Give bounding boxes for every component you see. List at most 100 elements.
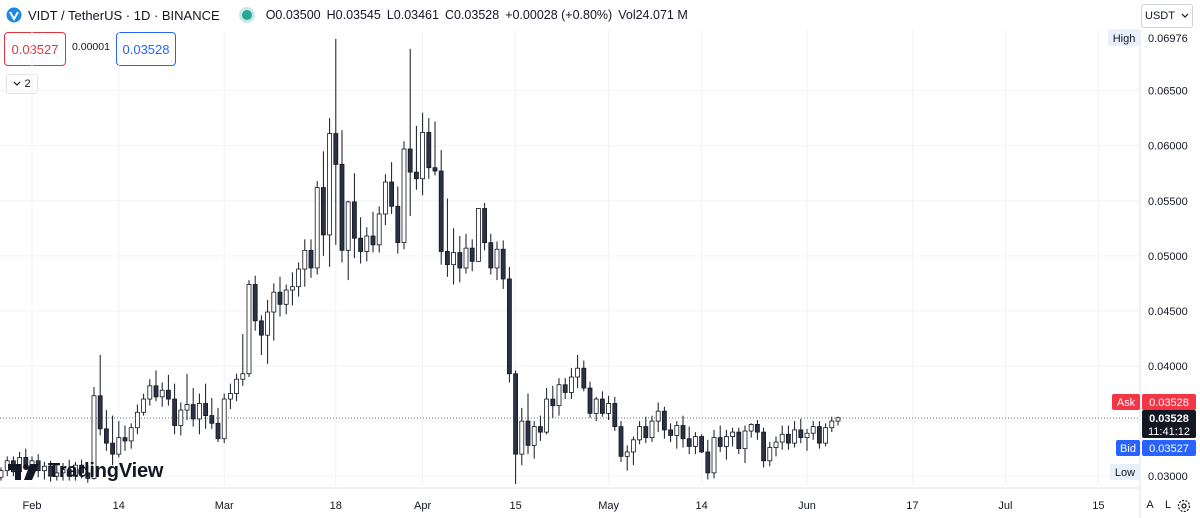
candle-body [60, 469, 66, 474]
price-tick-label: 0.05000 [1148, 251, 1188, 263]
ask-label: Ask [1117, 397, 1136, 409]
candle [798, 418, 804, 444]
price-tick-label: 0.04000 [1148, 361, 1188, 373]
log-scale-button[interactable]: L [1164, 499, 1172, 511]
candle-body [612, 403, 618, 428]
candle-body [662, 410, 667, 431]
candle [153, 370, 159, 402]
candle-body [513, 373, 518, 455]
currency-select[interactable]: USDT [1141, 4, 1193, 28]
candle [587, 381, 593, 418]
indicators-collapse-button[interactable]: 2 [6, 74, 38, 94]
candle-body [110, 442, 115, 455]
candle [432, 121, 438, 176]
candle-body [506, 278, 512, 375]
symbol-title[interactable]: VIDT / TetherUS · 1D · BINANCE [28, 7, 220, 23]
candle [742, 425, 748, 463]
auto-scale-button[interactable]: A [1146, 499, 1154, 511]
candle [116, 421, 122, 458]
candle-body [482, 208, 488, 244]
candle-body [686, 438, 692, 447]
candle-body [339, 164, 345, 251]
ask-price: 0.03528 [1149, 397, 1189, 409]
candle [513, 370, 518, 484]
candle-body [730, 431, 735, 437]
candle-body [246, 284, 252, 375]
candle [680, 415, 686, 448]
candle [252, 275, 258, 331]
candle [538, 415, 543, 441]
candle-body [345, 201, 351, 251]
bid-label: Bid [1120, 443, 1136, 455]
candle [531, 421, 537, 459]
bid-price-bg [1142, 440, 1196, 457]
tradingview-logo[interactable]: TradingView [8, 460, 163, 483]
candle-body [302, 249, 308, 270]
candle [97, 355, 103, 436]
candle-body [314, 187, 320, 269]
candle [575, 355, 580, 389]
candle-body [141, 398, 147, 413]
candle-body [786, 433, 791, 444]
candle-body [519, 420, 525, 455]
candle-body [593, 398, 599, 414]
candle [320, 151, 326, 256]
candle-body [643, 426, 649, 439]
time-tick-label: 14 [695, 500, 707, 512]
candle [444, 198, 450, 277]
candle [773, 436, 779, 457]
grid-lines [0, 30, 1141, 518]
candle-body [525, 420, 531, 446]
buy-button[interactable]: 0.03528 [116, 32, 176, 66]
candle [500, 240, 506, 289]
price-tick-label: 0.06500 [1148, 86, 1188, 98]
candle [817, 421, 822, 449]
candle [128, 423, 134, 449]
candle [413, 125, 419, 190]
chevron-down-icon [1181, 13, 1189, 18]
candle-body [376, 213, 382, 246]
gear-icon[interactable] [1176, 498, 1192, 514]
candle-body [48, 465, 53, 477]
candle-body [755, 424, 760, 433]
candle [724, 429, 729, 460]
candle [215, 407, 221, 443]
candle [637, 421, 642, 445]
candle [792, 421, 797, 448]
last-price: 0.03528 [1149, 413, 1189, 425]
candle [748, 423, 754, 438]
candle [60, 462, 66, 481]
candle-body [252, 284, 258, 322]
candle [655, 402, 661, 433]
candle [544, 388, 549, 435]
candle-body [413, 171, 419, 180]
candle-body [271, 291, 277, 313]
candle [246, 280, 252, 378]
candle [705, 439, 711, 480]
sell-button[interactable]: 0.03527 [4, 32, 66, 66]
candle-body [668, 429, 673, 436]
price-tick-label: 0.06000 [1148, 141, 1188, 153]
candle [358, 217, 364, 264]
low-value: L0.03461 [386, 8, 439, 22]
candle-body [227, 393, 233, 400]
candle-body [500, 248, 506, 280]
candle [165, 374, 171, 406]
candle-body [581, 367, 587, 389]
candle-body [73, 464, 78, 477]
candle [761, 427, 766, 468]
candle [209, 397, 215, 429]
candle [54, 462, 60, 481]
candle-body [395, 205, 401, 244]
candle-body [587, 387, 593, 414]
candle-body [531, 426, 537, 446]
candle [48, 460, 53, 482]
candle-body [221, 398, 227, 440]
candle-body [122, 437, 128, 442]
candle-body [382, 181, 388, 215]
candle-body [85, 472, 91, 479]
candle-body [457, 252, 463, 269]
candle [469, 239, 475, 272]
candle [451, 228, 457, 285]
